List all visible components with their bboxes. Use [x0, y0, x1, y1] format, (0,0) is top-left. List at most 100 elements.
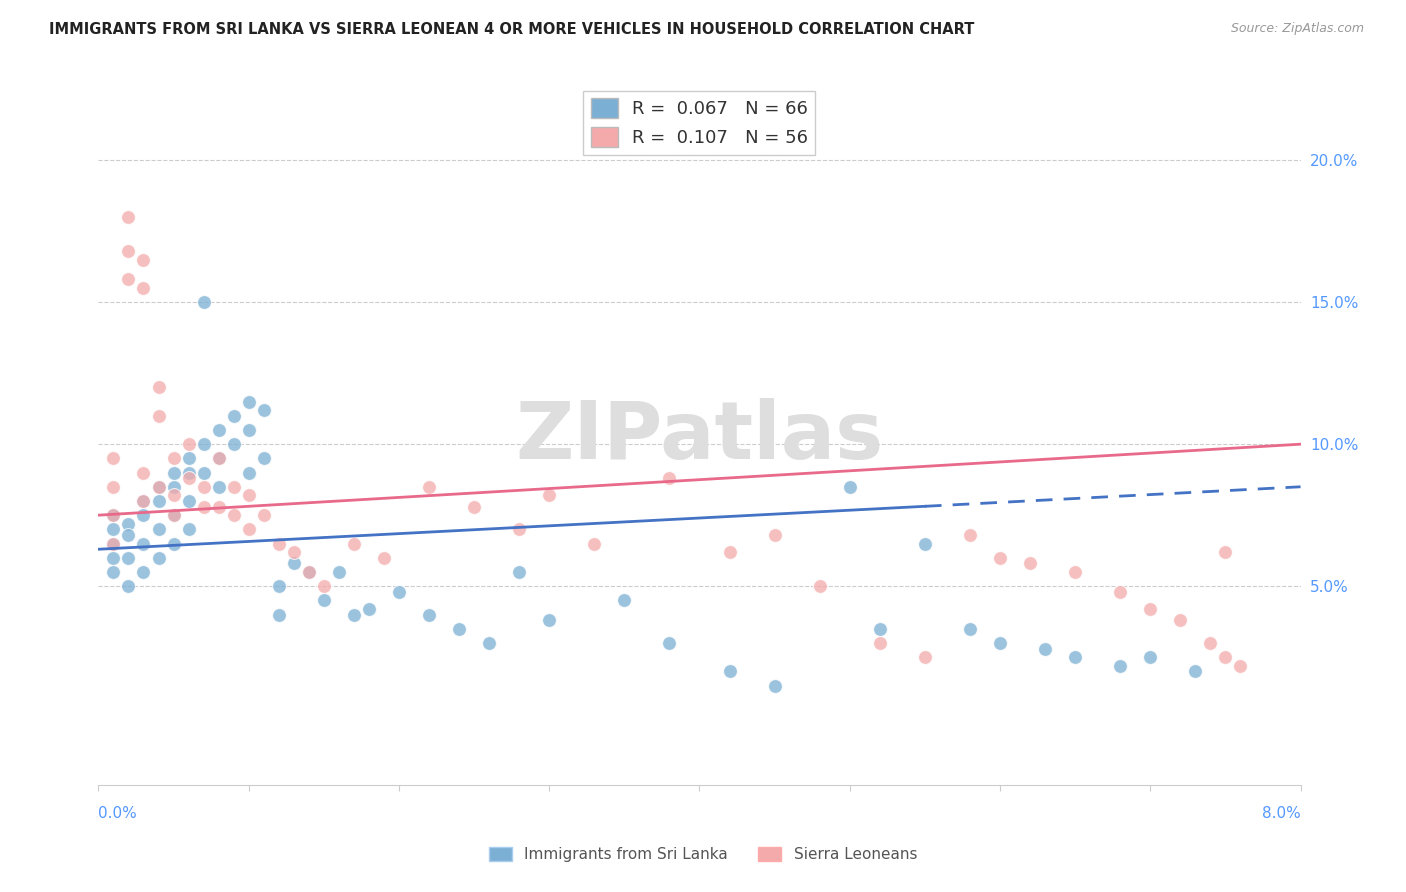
Point — [103, 480, 125, 494]
Point — [162, 480, 184, 494]
Point — [103, 451, 125, 466]
Point — [222, 480, 245, 494]
Point — [1019, 557, 1042, 571]
Point — [959, 528, 981, 542]
Point — [253, 403, 276, 417]
Point — [508, 522, 530, 536]
Point — [162, 466, 184, 480]
Point — [283, 545, 305, 559]
Point — [132, 494, 155, 508]
Text: ZIPatlas: ZIPatlas — [516, 398, 883, 476]
Point — [1064, 650, 1087, 665]
Point — [208, 451, 231, 466]
Point — [103, 522, 125, 536]
Point — [238, 394, 260, 409]
Point — [222, 437, 245, 451]
Point — [388, 585, 411, 599]
Point — [177, 466, 200, 480]
Point — [238, 522, 260, 536]
Point — [253, 451, 276, 466]
Point — [162, 536, 184, 550]
Point — [808, 579, 831, 593]
Point — [1139, 602, 1161, 616]
Point — [1229, 658, 1251, 673]
Point — [253, 508, 276, 523]
Point — [613, 593, 636, 607]
Point — [418, 480, 440, 494]
Point — [162, 488, 184, 502]
Point — [177, 494, 200, 508]
Point — [988, 550, 1011, 565]
Point — [718, 545, 741, 559]
Point — [869, 622, 891, 636]
Point — [222, 508, 245, 523]
Point — [193, 500, 215, 514]
Point — [132, 565, 155, 579]
Point — [343, 607, 366, 622]
Point — [132, 466, 155, 480]
Point — [298, 565, 321, 579]
Point — [538, 488, 561, 502]
Point — [869, 636, 891, 650]
Point — [208, 451, 231, 466]
Point — [177, 471, 200, 485]
Point — [267, 536, 290, 550]
Point — [148, 380, 170, 394]
Point — [162, 508, 184, 523]
Point — [148, 480, 170, 494]
Point — [238, 466, 260, 480]
Legend: R =  0.067   N = 66, R =  0.107   N = 56: R = 0.067 N = 66, R = 0.107 N = 56 — [583, 91, 815, 154]
Point — [208, 480, 231, 494]
Point — [103, 508, 125, 523]
Point — [177, 451, 200, 466]
Point — [132, 536, 155, 550]
Point — [1033, 641, 1056, 656]
Point — [1184, 665, 1206, 679]
Legend: Immigrants from Sri Lanka, Sierra Leoneans: Immigrants from Sri Lanka, Sierra Leonea… — [482, 841, 924, 868]
Point — [132, 508, 155, 523]
Point — [103, 536, 125, 550]
Point — [583, 536, 606, 550]
Point — [162, 451, 184, 466]
Point — [117, 210, 139, 224]
Text: Source: ZipAtlas.com: Source: ZipAtlas.com — [1230, 22, 1364, 36]
Point — [117, 528, 139, 542]
Point — [208, 423, 231, 437]
Point — [148, 494, 170, 508]
Point — [538, 613, 561, 627]
Point — [117, 550, 139, 565]
Point — [148, 550, 170, 565]
Point — [1064, 565, 1087, 579]
Point — [508, 565, 530, 579]
Point — [208, 500, 231, 514]
Point — [283, 557, 305, 571]
Point — [238, 423, 260, 437]
Text: 8.0%: 8.0% — [1261, 806, 1301, 821]
Point — [103, 536, 125, 550]
Point — [1215, 545, 1237, 559]
Point — [718, 665, 741, 679]
Point — [193, 466, 215, 480]
Point — [1109, 658, 1132, 673]
Point — [463, 500, 485, 514]
Point — [267, 579, 290, 593]
Point — [117, 244, 139, 258]
Point — [763, 528, 786, 542]
Text: 0.0%: 0.0% — [98, 806, 138, 821]
Point — [914, 536, 936, 550]
Point — [148, 480, 170, 494]
Point — [914, 650, 936, 665]
Point — [373, 550, 395, 565]
Point — [328, 565, 350, 579]
Point — [117, 272, 139, 286]
Point — [103, 508, 125, 523]
Point — [103, 565, 125, 579]
Point — [357, 602, 380, 616]
Point — [117, 516, 139, 531]
Point — [132, 281, 155, 295]
Point — [312, 593, 335, 607]
Point — [1168, 613, 1191, 627]
Point — [267, 607, 290, 622]
Point — [1109, 585, 1132, 599]
Point — [838, 480, 860, 494]
